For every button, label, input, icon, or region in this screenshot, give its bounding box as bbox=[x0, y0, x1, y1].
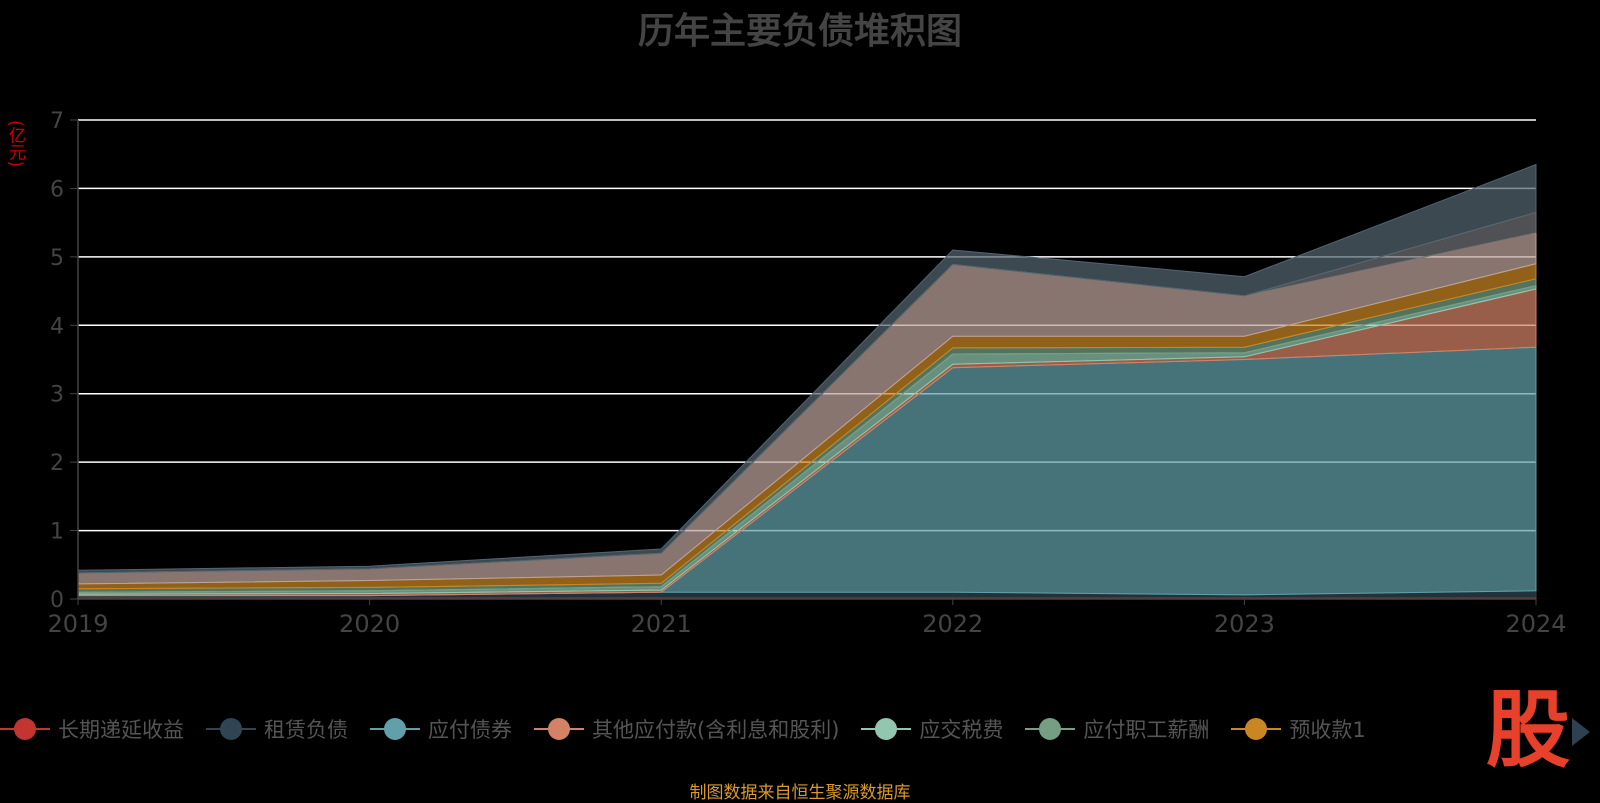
legend-marker-icon bbox=[1025, 717, 1076, 741]
y-axis-unit-label: (亿元) bbox=[5, 120, 25, 168]
legend-label: 长期递延收益 bbox=[58, 718, 184, 742]
legend-item[interactable]: 应付债券 bbox=[370, 714, 512, 744]
legend-label: 预收款1 bbox=[1289, 718, 1366, 742]
y-tick-label: 4 bbox=[50, 314, 64, 339]
legend-marker-icon bbox=[861, 717, 912, 741]
y-tick-label: 7 bbox=[50, 109, 64, 134]
legend-label: 应付职工薪酬 bbox=[1083, 718, 1210, 742]
legend-label: 其他应付款(含利息和股利) bbox=[592, 718, 840, 742]
legend: 长期递延收益 租赁负债 应付债券 其他应付款(含利息和股利) 应交税费 应付职工薪酬 预收款… bbox=[0, 714, 1520, 754]
axis-layer: 0 1 2 3 4 5 6 7 2019 2020 2021 2022 2023 2024 bbox=[47, 109, 1566, 638]
x-tick-label: 2024 bbox=[1505, 610, 1566, 638]
legend-marker-icon bbox=[1231, 717, 1282, 741]
x-tick-label: 2022 bbox=[922, 610, 983, 638]
legend-label: 应交税费 bbox=[919, 718, 1004, 742]
y-tick-label: 3 bbox=[50, 383, 64, 408]
source-note: 制图数据来自恒生聚源数据库 bbox=[689, 783, 911, 803]
legend-marker-icon bbox=[206, 717, 256, 741]
legend-item[interactable]: 长期递延收益 bbox=[0, 714, 184, 744]
legend-item[interactable]: 应交税费 bbox=[861, 714, 1003, 744]
legend-marker-icon bbox=[534, 717, 584, 741]
chart-title: 历年主要负债堆积图 bbox=[637, 11, 962, 52]
watermark-logo: 股 bbox=[1486, 680, 1571, 779]
area-series-9 bbox=[77, 163, 1537, 574]
legend-marker-icon bbox=[0, 717, 50, 741]
legend-label: 应付债券 bbox=[428, 718, 512, 742]
legend-next-page-arrow-icon[interactable] bbox=[1572, 718, 1590, 746]
legend-item[interactable]: 预收款1 bbox=[1231, 714, 1366, 744]
legend-label: 租赁负债 bbox=[264, 718, 348, 742]
y-tick-label: 6 bbox=[50, 177, 64, 202]
y-tick-label: 1 bbox=[50, 520, 64, 545]
legend-item[interactable]: 租赁负债 bbox=[206, 714, 348, 744]
x-tick-label: 2021 bbox=[631, 610, 692, 638]
legend-item[interactable]: 应付职工薪酬 bbox=[1025, 714, 1209, 744]
area-layer bbox=[77, 163, 1537, 600]
y-tick-label: 2 bbox=[50, 451, 64, 476]
y-tick-label: 0 bbox=[50, 588, 64, 613]
x-tick-label: 2020 bbox=[339, 610, 400, 638]
x-tick-label: 2019 bbox=[47, 610, 108, 638]
legend-marker-icon bbox=[370, 717, 420, 741]
x-tick-label: 2023 bbox=[1214, 610, 1275, 638]
legend-item[interactable]: 其他应付款(含利息和股利) bbox=[534, 714, 839, 744]
y-tick-label: 5 bbox=[50, 246, 64, 271]
